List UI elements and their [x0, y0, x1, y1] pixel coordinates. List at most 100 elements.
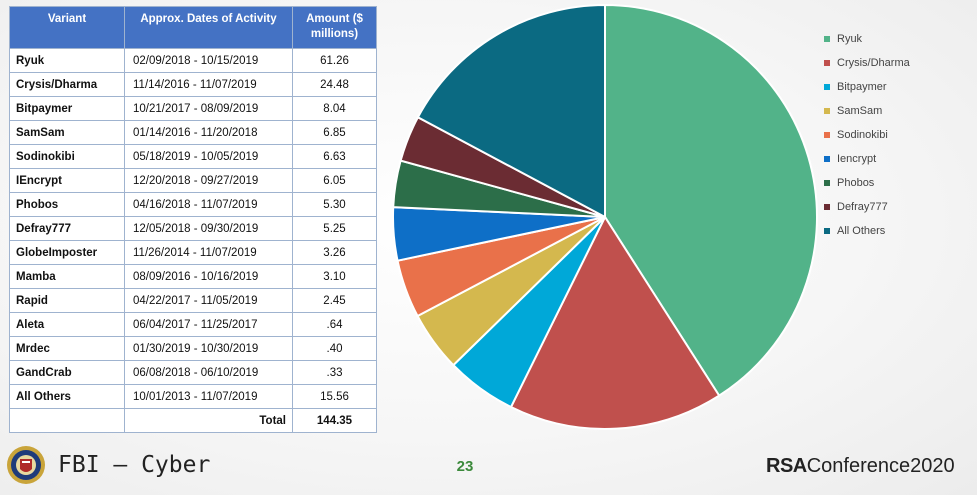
- amount-cell: 6.63: [292, 144, 377, 169]
- amount-cell: 3.10: [292, 264, 377, 289]
- amount-cell: 61.26: [292, 48, 377, 73]
- rsa-conference-logo: RSAConference2020: [766, 455, 955, 478]
- dates-cell: 04/16/2018 - 11/07/2019: [124, 192, 293, 217]
- header-dates: Approx. Dates of Activity: [124, 6, 293, 49]
- pie-slice-ryuk: [604, 3, 818, 398]
- dates-cell: 04/22/2017 - 11/05/2019: [124, 288, 293, 313]
- variant-cell: Rapid: [9, 288, 125, 313]
- variant-cell: SamSam: [9, 120, 125, 145]
- table-row: SamSam 01/14/2016 - 11/20/2018 6.85: [9, 120, 377, 145]
- table-row: Bitpaymer 10/21/2017 - 08/09/2019 8.04: [9, 96, 377, 121]
- amount-cell: 6.85: [292, 120, 377, 145]
- legend-swatch: [824, 60, 830, 66]
- variant-cell: GandCrab: [9, 360, 125, 385]
- table-row: Crysis/Dharma 11/14/2016 - 11/07/2019 24.4…: [9, 72, 377, 97]
- table-total-row: Total 144.35: [9, 408, 377, 433]
- variant-cell: GlobeImposter: [9, 240, 125, 265]
- table-row: IEncrypt 12/20/2018 - 09/27/2019 6.05: [9, 168, 377, 193]
- table-row: GlobeImposter 11/26/2014 - 11/07/2019 3.26: [9, 240, 377, 265]
- table-row: Mamba 08/09/2016 - 10/16/2019 3.10: [9, 264, 377, 289]
- amount-cell: 8.04: [292, 96, 377, 121]
- chart-legend: Ryuk Crysis/Dharma Bitpaymer SamSam Sodinoki…: [824, 27, 910, 243]
- table-row: All Others 10/01/2013 - 11/07/2019 15.56: [9, 384, 377, 409]
- legend-swatch: [824, 228, 830, 234]
- table-row: Ryuk 02/09/2018 - 10/15/2019 61.26: [9, 48, 377, 73]
- legend-label: Defray777: [837, 201, 888, 213]
- legend-item: All Others: [824, 219, 910, 243]
- amount-cell: 6.05: [292, 168, 377, 193]
- amount-cell: .64: [292, 312, 377, 337]
- header-variant: Variant: [9, 6, 125, 49]
- table-body: Ryuk 02/09/2018 - 10/15/2019 61.26 Crysis/D…: [9, 48, 377, 433]
- table-header-row: Variant Approx. Dates of Activity Amount…: [9, 6, 377, 49]
- variant-cell: All Others: [9, 384, 125, 409]
- legend-label: SamSam: [837, 105, 883, 117]
- legend-item: Defray777: [824, 195, 910, 219]
- legend-swatch: [824, 108, 830, 114]
- amount-cell: 5.30: [292, 192, 377, 217]
- dates-cell: 06/04/2017 - 11/25/2017: [124, 312, 293, 337]
- table-row: Rapid 04/22/2017 - 11/05/2019 2.45: [9, 288, 377, 313]
- rsa-brand-text: RSA: [766, 455, 807, 477]
- amount-cell: 2.45: [292, 288, 377, 313]
- variant-cell: Defray777: [9, 216, 125, 241]
- legend-label: Sodinokibi: [837, 129, 888, 141]
- variant-cell: Aleta: [9, 312, 125, 337]
- legend-item: Sodinokibi: [824, 123, 910, 147]
- pie-slice-crysis-dharma: [509, 214, 721, 430]
- amount-cell: 24.48: [292, 72, 377, 97]
- legend-label: Phobos: [837, 177, 875, 189]
- fbi-cyber-label: FBI – Cyber: [58, 452, 211, 478]
- variant-cell: Bitpaymer: [9, 96, 125, 121]
- legend-item: Crysis/Dharma: [824, 51, 910, 75]
- dates-cell: 01/30/2019 - 10/30/2019: [124, 336, 293, 361]
- amount-cell: 15.56: [292, 384, 377, 409]
- table-row: GandCrab 06/08/2018 - 06/10/2019.33: [9, 360, 377, 385]
- legend-swatch: [824, 132, 830, 138]
- amount-cell: .40: [292, 336, 377, 361]
- legend-swatch: [824, 180, 830, 186]
- table-row: Mrdec 01/30/2019 - 10/30/2019.40: [9, 336, 377, 361]
- legend-label: Crysis/Dharma: [837, 57, 910, 69]
- legend-swatch: [824, 156, 830, 162]
- legend-item: Iencrypt: [824, 147, 910, 171]
- pie-chart: [392, 3, 818, 430]
- variant-cell: IEncrypt: [9, 168, 125, 193]
- dates-cell: 12/05/2018 - 09/30/2019: [124, 216, 293, 241]
- legend-label: All Others: [837, 225, 886, 237]
- dates-cell: 11/14/2016 - 11/07/2019: [124, 72, 293, 97]
- variant-cell: Mrdec: [9, 336, 125, 361]
- dates-cell: 05/18/2019 - 10/05/2019: [124, 144, 293, 169]
- dates-cell: 11/26/2014 - 11/07/2019: [124, 240, 293, 265]
- table-row: Defray777 12/05/2018 - 09/30/2019 5.25: [9, 216, 377, 241]
- fbi-seal-logo: [7, 446, 45, 484]
- variant-cell: Crysis/Dharma: [9, 72, 125, 97]
- total-blank-cell: [9, 408, 125, 433]
- variant-cell: Phobos: [9, 192, 125, 217]
- variant-cell: Sodinokibi: [9, 144, 125, 169]
- legend-label: Bitpaymer: [837, 81, 887, 93]
- legend-swatch: [824, 84, 830, 90]
- legend-item: Phobos: [824, 171, 910, 195]
- legend-item: Ryuk: [824, 27, 910, 51]
- table-row: Sodinokibi 05/18/2019 - 10/05/2019 6.63: [9, 144, 377, 169]
- dates-cell: 10/01/2013 - 11/07/2019: [124, 384, 293, 409]
- variant-cell: Mamba: [9, 264, 125, 289]
- legend-swatch: [824, 36, 830, 42]
- total-label: Total: [124, 408, 293, 433]
- dates-cell: 06/08/2018 - 06/10/2019: [124, 360, 293, 385]
- dates-cell: 10/21/2017 - 08/09/2019: [124, 96, 293, 121]
- legend-item: SamSam: [824, 99, 910, 123]
- amount-cell: 5.25: [292, 216, 377, 241]
- page-number: 23: [456, 458, 474, 475]
- legend-label: Ryuk: [837, 33, 863, 45]
- legend-swatch: [824, 204, 830, 210]
- legend-item: Bitpaymer: [824, 75, 910, 99]
- dates-cell: 01/14/2016 - 11/20/2018: [124, 120, 293, 145]
- ransomware-table: Variant Approx. Dates of Activity Amount…: [9, 6, 377, 433]
- legend-label: Iencrypt: [837, 153, 877, 165]
- rsa-conference-text: Conference2020: [806, 455, 955, 477]
- dates-cell: 02/09/2018 - 10/15/2019: [124, 48, 293, 73]
- amount-cell: 3.26: [292, 240, 377, 265]
- table-row: Aleta 06/04/2017 - 11/25/2017.64: [9, 312, 377, 337]
